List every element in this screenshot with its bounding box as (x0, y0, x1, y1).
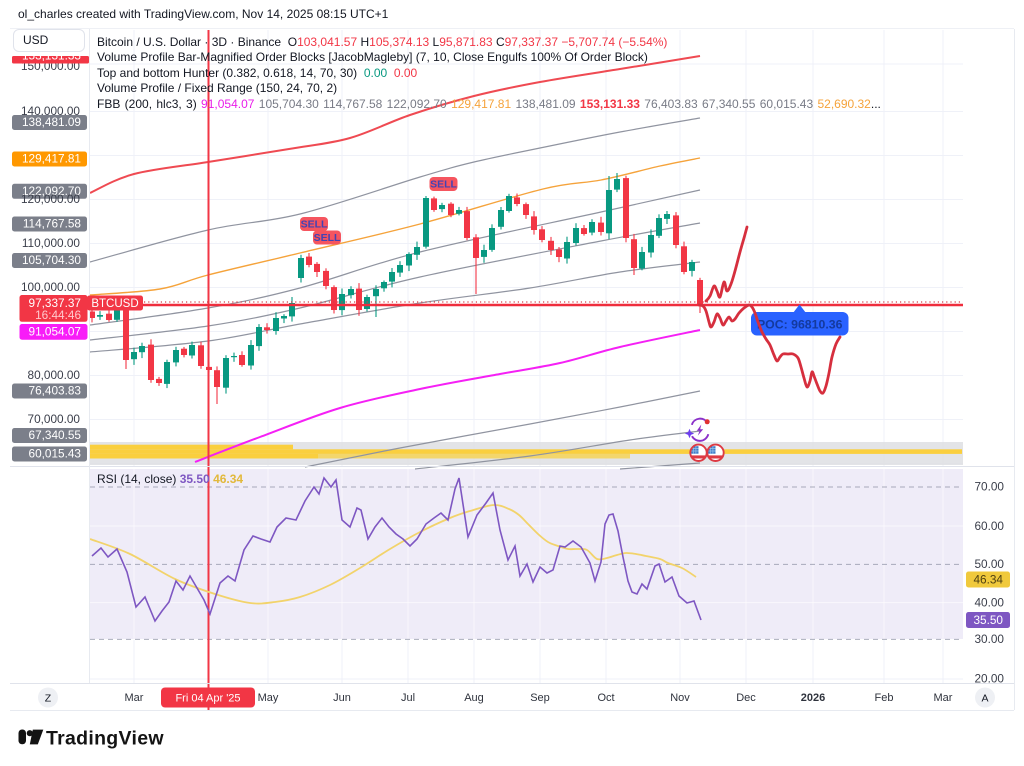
svg-text:138,481.09: 138,481.09 (22, 115, 81, 129)
svg-text:120,000.00: 120,000.00 (21, 192, 80, 206)
svg-text:105,704.30: 105,704.30 (22, 253, 81, 267)
svg-text:SELL: SELL (314, 232, 341, 244)
svg-text:A: A (981, 693, 988, 705)
svg-text:Fri 04 Apr '25: Fri 04 Apr '25 (175, 693, 240, 705)
svg-text:97,337.37: 97,337.37 (29, 296, 81, 310)
svg-text:Aug: Aug (464, 692, 484, 704)
svg-text:110,000.00: 110,000.00 (22, 236, 81, 250)
svg-text:Feb: Feb (875, 692, 894, 704)
svg-text:70.00: 70.00 (974, 480, 1004, 494)
svg-text:60,015.43: 60,015.43 (29, 447, 82, 461)
svg-text:May: May (258, 692, 279, 704)
svg-text:TradingView: TradingView (46, 727, 164, 749)
svg-text:122,092.70: 122,092.70 (22, 184, 81, 198)
svg-text:153,131.33: 153,131.33 (22, 49, 81, 63)
svg-text:60.00: 60.00 (974, 519, 1004, 533)
svg-text:Mar: Mar (934, 692, 953, 704)
svg-text:Mar: Mar (125, 692, 144, 704)
svg-text:Jun: Jun (333, 692, 351, 704)
svg-text:35.50: 35.50 (973, 613, 1003, 627)
svg-text:Nov: Nov (670, 692, 690, 704)
svg-text:114,767.58: 114,767.58 (23, 217, 82, 231)
svg-text:BTCUSD: BTCUSD (91, 298, 138, 310)
svg-text:76,403.83: 76,403.83 (29, 384, 82, 398)
svg-text:140,000.00: 140,000.00 (21, 104, 80, 118)
svg-text:SELL: SELL (301, 219, 328, 231)
svg-text:40.00: 40.00 (974, 595, 1004, 609)
svg-text:SELL: SELL (430, 179, 457, 191)
svg-text:70,000.00: 70,000.00 (28, 412, 81, 426)
svg-text:100,000.00: 100,000.00 (21, 280, 80, 294)
svg-text:Z: Z (45, 693, 52, 705)
svg-text:RSI (14, close) 35.50 46.34: RSI (14, close) 35.50 46.34 (97, 472, 243, 486)
svg-text:Dec: Dec (736, 692, 756, 704)
svg-text:Jul: Jul (401, 692, 415, 704)
svg-text:Sep: Sep (530, 692, 550, 704)
svg-text:50.00: 50.00 (974, 557, 1004, 571)
svg-text:46.34: 46.34 (973, 573, 1003, 587)
svg-text:67,340.55: 67,340.55 (29, 428, 82, 442)
svg-text:91,054.07: 91,054.07 (29, 324, 81, 338)
svg-text:20.00: 20.00 (974, 672, 1004, 686)
svg-text:2026: 2026 (801, 692, 825, 704)
svg-text:POC: 96810.36: POC: 96810.36 (757, 318, 843, 332)
svg-text:129,417.81: 129,417.81 (22, 152, 81, 166)
svg-text:30.00: 30.00 (974, 632, 1004, 646)
svg-text:80,000.00: 80,000.00 (28, 368, 81, 382)
svg-text:Oct: Oct (597, 692, 614, 704)
svg-text:16:44:46: 16:44:46 (35, 308, 81, 322)
